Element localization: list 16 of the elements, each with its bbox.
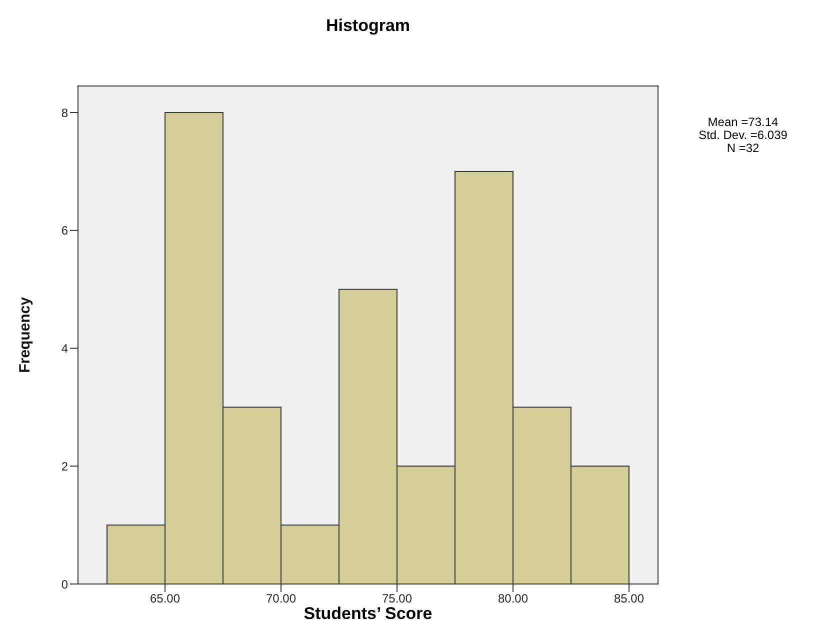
y-axis-title: Frequency <box>16 296 34 373</box>
y-tick-label: 6 <box>61 224 68 238</box>
x-tick-label: 75.00 <box>382 592 412 606</box>
y-tick-label: 8 <box>61 106 68 120</box>
text: Std. Dev. =6.039 <box>698 128 788 142</box>
x-tick-label: 80.00 <box>498 592 528 606</box>
text: Mean =73.14 <box>706 115 780 129</box>
x-tick-label: 85.00 <box>614 592 644 606</box>
text: N =32 <box>726 141 760 155</box>
y-tick-label: 0 <box>61 577 68 592</box>
x-tick-label: 65.00 <box>150 592 180 606</box>
chart-title: Histogram <box>324 16 412 36</box>
x-axis-title: Students’ Score <box>302 604 434 624</box>
y-tick-label: 2 <box>61 459 68 474</box>
y-tick-label: 4 <box>61 342 68 356</box>
x-tick-label: 70.00 <box>266 592 296 606</box>
